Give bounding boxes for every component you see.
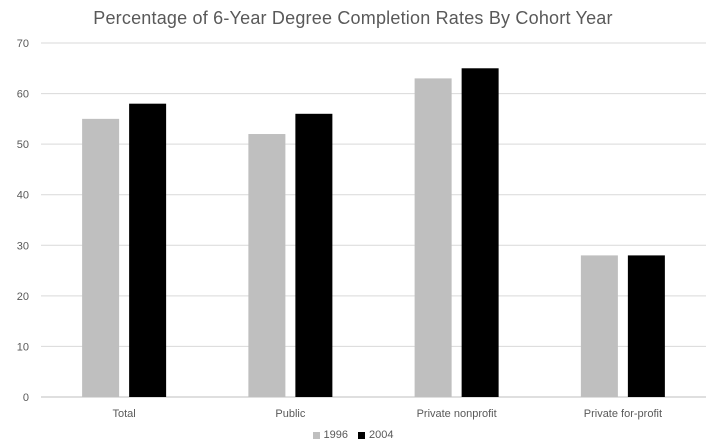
y-tick-label-0: 0 <box>23 392 29 404</box>
x-tick-label-private-for-profit: Private for-profit <box>584 408 662 420</box>
bar-2004-public <box>295 113 333 398</box>
bar-1996-private-nonprofit <box>414 78 452 398</box>
y-tick-label-30: 30 <box>17 240 29 252</box>
y-tick-label-20: 20 <box>17 291 29 303</box>
y-tick-label-50: 50 <box>17 139 29 151</box>
bar-2004-private-nonprofit <box>461 68 499 398</box>
x-tick-label-public: Public <box>275 408 305 420</box>
x-tick-label-total: Total <box>113 408 136 420</box>
legend-item-2004: 2004 <box>358 429 393 441</box>
bar-1996-public <box>248 134 286 397</box>
legend: 1996 2004 <box>0 429 706 441</box>
x-tick-label-private-nonprofit: Private nonprofit <box>417 408 497 420</box>
bar-2004-private-for-profit <box>627 255 665 397</box>
y-tick-label-70: 70 <box>17 38 29 50</box>
y-tick-label-60: 60 <box>17 89 29 101</box>
y-tick-label-10: 10 <box>17 341 29 353</box>
bar-1996-private-for-profit <box>580 255 618 397</box>
chart-title: Percentage of 6-Year Degree Completion R… <box>93 8 613 28</box>
legend-item-1996: 1996 <box>312 429 348 441</box>
bar-1996-total <box>82 118 120 397</box>
legend-label-1996: 1996 <box>323 429 348 441</box>
y-tick-label-40: 40 <box>17 190 29 202</box>
legend-label-2004: 2004 <box>369 429 394 441</box>
bar-2004-total <box>129 103 167 397</box>
legend-swatch-1996 <box>312 431 320 439</box>
legend-swatch-2004 <box>358 431 365 439</box>
